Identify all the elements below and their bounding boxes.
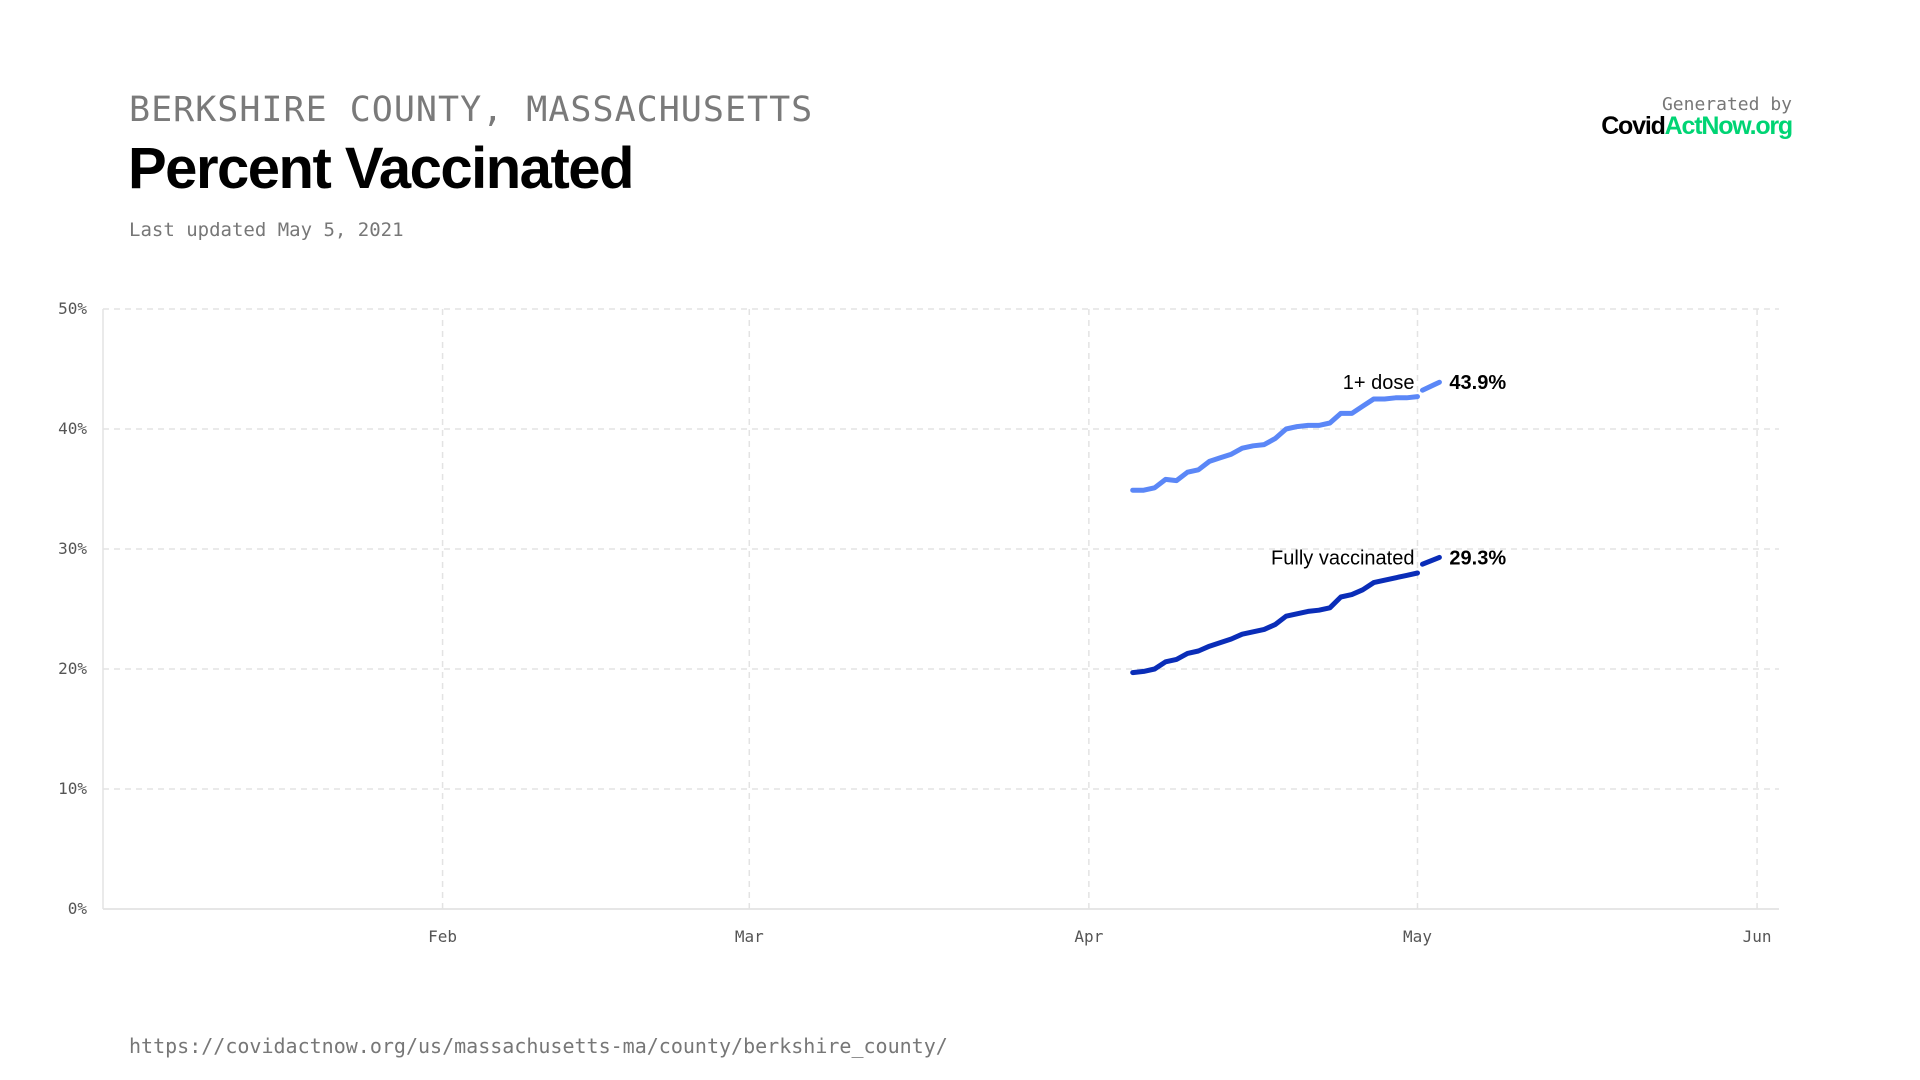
x-tick-label: Jun (1743, 927, 1772, 946)
projection-segment (1419, 379, 1442, 393)
projection-segment (1419, 554, 1442, 567)
logo-part-1: Covid (1601, 112, 1666, 140)
series-end-value: 29.3% (1449, 547, 1506, 569)
last-updated: Last updated May 5, 2021 (129, 219, 404, 241)
page-url[interactable]: https://covidactnow.org/us/massachusetts… (129, 1034, 948, 1058)
x-tick-label: May (1403, 927, 1432, 946)
y-tick-label: 10% (58, 779, 87, 798)
generated-by-label: Generated by (1661, 94, 1792, 115)
series-line-one-dose (1130, 394, 1420, 493)
series-label: Fully vaccinated (1271, 547, 1414, 569)
logo-part-2: ActNow.org (1664, 112, 1794, 140)
series-end-value: 43.9% (1449, 372, 1506, 394)
region-name: BERKSHIRE COUNTY, MASSACHUSETTS (129, 90, 814, 130)
covidactnow-logo[interactable]: CovidActNow.org (1598, 112, 1794, 141)
series-label: 1+ dose (1343, 372, 1415, 394)
x-tick-label: Feb (428, 927, 457, 946)
y-tick-label: 50% (58, 299, 87, 318)
x-tick-label: Mar (735, 927, 764, 946)
series-line-fully-vaccinated (1130, 570, 1420, 676)
y-tick-label: 20% (58, 659, 87, 678)
y-tick-label: 40% (58, 419, 87, 438)
page-title: Percent Vaccinated (128, 136, 634, 201)
x-tick-label: Apr (1074, 927, 1103, 946)
y-tick-label: 30% (58, 539, 87, 558)
y-tick-label: 0% (68, 899, 88, 918)
